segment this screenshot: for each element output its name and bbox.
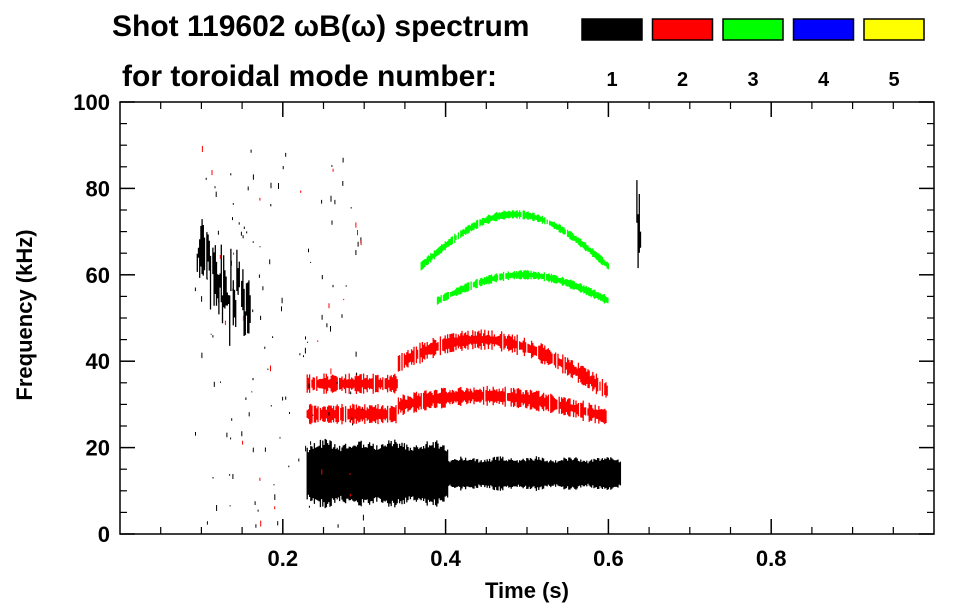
x-axis-label: Time (s) bbox=[485, 578, 569, 603]
x-tick-label: 0.6 bbox=[593, 546, 624, 571]
n1-spike bbox=[636, 180, 642, 269]
y-axis-label: Frequency (kHz) bbox=[12, 229, 37, 400]
chart-title-line1: Shot 119602 ωB(ω) spectrum bbox=[112, 10, 529, 43]
legend-label-n2: 2 bbox=[677, 69, 688, 91]
chart-title-line2: for toroidal mode number: bbox=[122, 60, 497, 93]
spectrogram-data bbox=[194, 146, 642, 528]
spectrogram-speckle bbox=[194, 146, 364, 528]
axes: 0 20 40 60 80 100 0.2 0.4 0.6 0.8 bbox=[73, 90, 935, 571]
legend-label-n4: 4 bbox=[818, 69, 830, 91]
y-tick-label: 60 bbox=[86, 263, 110, 288]
x-tick-label: 0.2 bbox=[268, 546, 299, 571]
y-tick-label: 80 bbox=[86, 176, 110, 201]
legend-swatch-n5 bbox=[863, 18, 925, 41]
y-tick-label: 100 bbox=[73, 90, 110, 115]
x-tick-label: 0.4 bbox=[430, 546, 461, 571]
x-tick-label: 0.8 bbox=[756, 546, 787, 571]
legend-swatch-n4 bbox=[792, 18, 855, 41]
legend-label-n3: 3 bbox=[747, 69, 758, 91]
y-tick-label: 20 bbox=[86, 436, 110, 461]
n2-chirp-upper bbox=[306, 329, 608, 398]
mode-legend: 1 2 3 4 5 bbox=[581, 18, 925, 91]
n3-arc-lower bbox=[436, 270, 609, 305]
y-tick-label: 40 bbox=[86, 349, 110, 374]
legend-label-n5: 5 bbox=[888, 69, 899, 91]
n2-chirp-lower bbox=[306, 385, 607, 425]
legend-swatch-n3 bbox=[722, 18, 784, 41]
n1-early-burst bbox=[196, 219, 251, 346]
legend-label-n1: 1 bbox=[606, 69, 617, 91]
n3-arc-upper bbox=[420, 210, 610, 271]
legend-swatch-n1 bbox=[581, 18, 643, 41]
y-tick-label: 0 bbox=[98, 522, 110, 547]
legend-swatch-n2 bbox=[651, 18, 714, 41]
n1-low-freq-band bbox=[306, 438, 622, 509]
